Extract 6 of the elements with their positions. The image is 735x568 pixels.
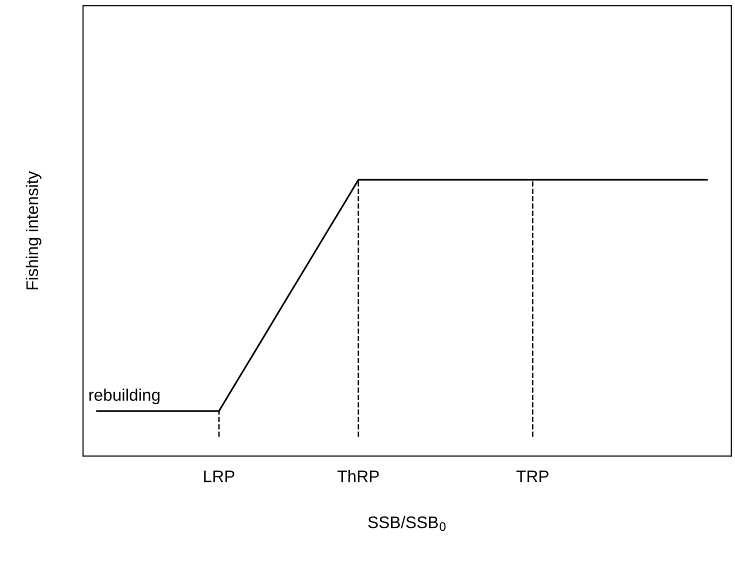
annotation: rebuilding	[89, 388, 160, 404]
y-axis-title: Fishing intensity	[26, 171, 42, 290]
x-tick-label: LRP	[204, 470, 234, 482]
x-tick-label: ThRP	[337, 470, 379, 482]
x-axis-title: SSB/SSB$_{0}$	[368, 516, 446, 531]
x-tick-label: TRP	[516, 470, 548, 482]
